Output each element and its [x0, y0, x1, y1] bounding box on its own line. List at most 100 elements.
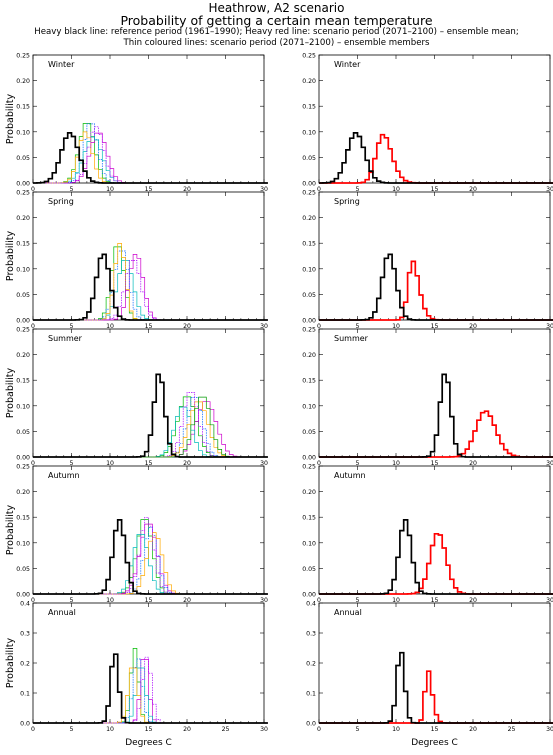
- x-tick-label: 10: [392, 726, 400, 733]
- y-axis-label: Probability: [5, 94, 16, 145]
- member-series-line: [33, 648, 268, 724]
- x-tick-label: 20: [469, 186, 477, 193]
- x-tick-label: 10: [106, 186, 114, 193]
- y-tick-label: 0.10: [16, 403, 30, 410]
- x-tick-label: 5: [356, 726, 360, 733]
- y-tick-label: 0.00: [302, 318, 316, 325]
- y-tick-label: 0.20: [16, 215, 30, 222]
- x-tick-label: 30: [546, 323, 553, 330]
- x-tick-label: 0: [317, 323, 321, 330]
- x-axis-label: Degrees C: [125, 738, 172, 748]
- y-tick-label: 0.10: [302, 403, 316, 410]
- panel-autumn-mean-frame: [318, 465, 551, 595]
- member-series-line: [33, 534, 268, 595]
- x-tick-label: 30: [260, 726, 268, 733]
- y-tick-label: 0.20: [16, 78, 30, 85]
- x-tick-label: 15: [431, 726, 439, 733]
- y-tick-label: 0.20: [16, 352, 30, 359]
- x-axis-label: Degrees C: [411, 738, 458, 748]
- season-label: Annual: [48, 608, 76, 617]
- y-tick-label: 0.15: [302, 515, 316, 522]
- subtitle-line-1: Heavy black line: reference period (1961…: [34, 27, 519, 37]
- y-tick-label: 0.2: [20, 661, 30, 668]
- x-tick-label: 5: [356, 460, 360, 467]
- member-series-line: [33, 401, 268, 458]
- y-tick-label: 0.10: [302, 540, 316, 547]
- x-tick-label: 15: [145, 597, 153, 604]
- reference-line: [319, 519, 553, 595]
- season-label: Summer: [334, 334, 369, 343]
- x-tick-label: 15: [145, 726, 153, 733]
- x-tick-label: 20: [183, 323, 191, 330]
- season-label: Spring: [48, 197, 74, 206]
- y-axis-label: Probability: [5, 231, 16, 282]
- y-tick-label: 0.05: [302, 155, 316, 162]
- x-tick-label: 20: [469, 460, 477, 467]
- reference-line: [319, 373, 553, 458]
- x-tick-label: 20: [183, 726, 191, 733]
- title-line-2: Probability of getting a certain mean te…: [120, 13, 433, 28]
- member-series-line: [33, 527, 268, 595]
- x-tick-label: 0: [317, 186, 321, 193]
- ensemble-mean-line: [319, 410, 553, 458]
- member-series-line: [33, 401, 268, 458]
- x-tick-label: 0: [31, 460, 35, 467]
- season-label: Annual: [334, 608, 362, 617]
- y-tick-label: 0.05: [16, 429, 30, 436]
- y-tick-label: 0.3: [20, 631, 30, 638]
- member-series-line: [33, 243, 268, 321]
- x-tick-label: 5: [70, 460, 74, 467]
- y-tick-label: 0.3: [306, 631, 316, 638]
- x-tick-label: 0: [317, 597, 321, 604]
- reference-line: [33, 253, 268, 321]
- y-tick-label: 0.10: [16, 129, 30, 136]
- member-series-line: [33, 246, 268, 321]
- reference-line: [33, 132, 268, 184]
- season-label: Spring: [334, 197, 360, 206]
- y-tick-label: 0.05: [16, 566, 30, 573]
- y-tick-label: 0.00: [302, 455, 316, 462]
- x-tick-label: 15: [431, 186, 439, 193]
- season-label: Autumn: [334, 471, 366, 480]
- y-tick-label: 0.0: [20, 721, 30, 728]
- x-tick-label: 5: [356, 597, 360, 604]
- reference-line: [33, 373, 268, 458]
- season-label: Winter: [48, 60, 75, 69]
- x-tick-label: 10: [106, 323, 114, 330]
- y-tick-label: 0.05: [16, 292, 30, 299]
- y-tick-label: 0.20: [302, 78, 316, 85]
- y-axis-label: Probability: [5, 368, 16, 419]
- member-series-line: [33, 260, 268, 321]
- y-tick-label: 0.10: [302, 129, 316, 136]
- y-tick-label: 0.20: [302, 215, 316, 222]
- y-tick-label: 0.15: [302, 378, 316, 385]
- y-tick-label: 0.00: [16, 318, 30, 325]
- y-tick-label: 0.20: [302, 352, 316, 359]
- x-tick-label: 0: [317, 726, 321, 733]
- x-tick-label: 10: [106, 597, 114, 604]
- x-tick-label: 20: [469, 726, 477, 733]
- member-series-line: [33, 532, 268, 595]
- y-tick-label: 0.4: [20, 601, 30, 608]
- member-series-line: [33, 519, 268, 595]
- panel-winter-members-frame: [32, 54, 265, 184]
- y-tick-label: 0.15: [16, 241, 30, 248]
- season-label: Winter: [334, 60, 361, 69]
- x-tick-label: 5: [70, 323, 74, 330]
- y-tick-label: 0.15: [302, 241, 316, 248]
- season-label: Autumn: [48, 471, 80, 480]
- panel-winter-mean-frame: [318, 54, 551, 184]
- y-tick-label: 0.15: [16, 515, 30, 522]
- x-tick-label: 20: [183, 186, 191, 193]
- x-tick-label: 0: [31, 186, 35, 193]
- x-tick-label: 15: [145, 186, 153, 193]
- member-series-line: [33, 658, 268, 724]
- member-series-line: [33, 250, 268, 321]
- member-series-line: [33, 659, 268, 724]
- y-tick-label: 0.25: [16, 190, 30, 197]
- x-tick-label: 20: [183, 460, 191, 467]
- member-series-line: [33, 523, 268, 595]
- member-series-line: [33, 516, 268, 595]
- reference-line: [319, 651, 553, 724]
